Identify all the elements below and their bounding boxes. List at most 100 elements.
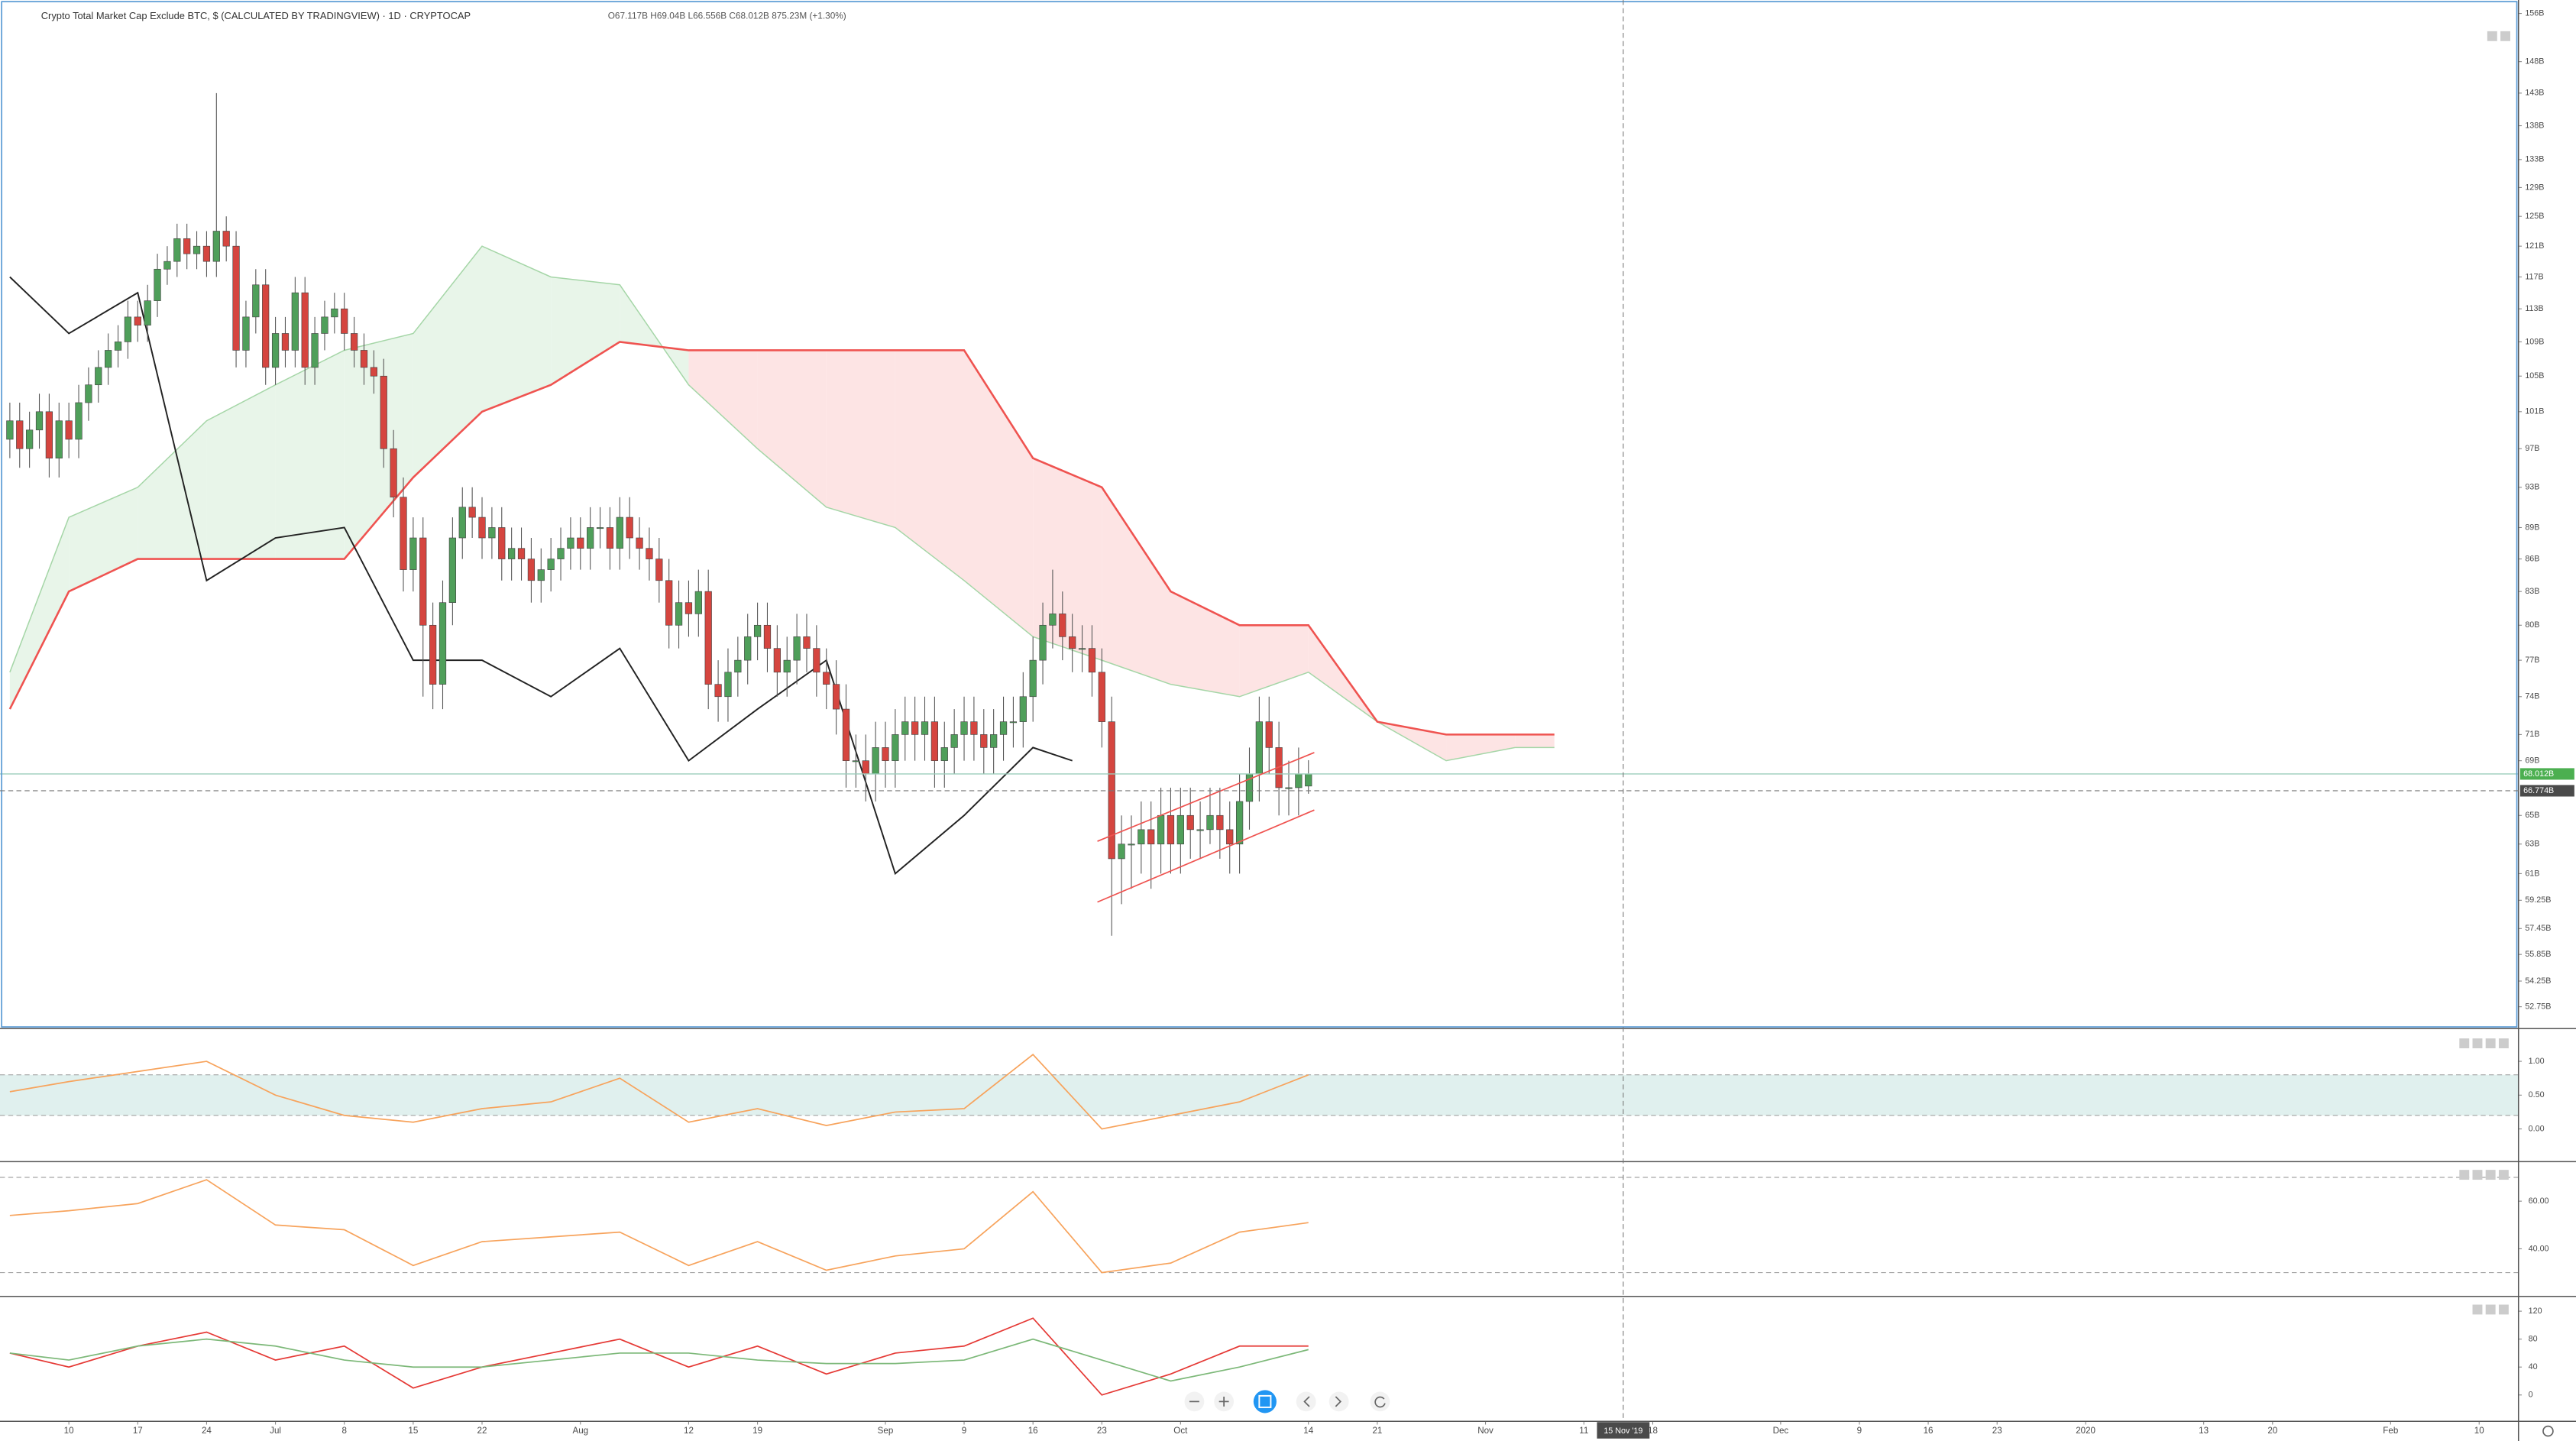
candle-body xyxy=(567,537,574,549)
pane-button[interactable] xyxy=(2472,1038,2483,1049)
pane-button[interactable] xyxy=(2459,1038,2470,1049)
candle-body xyxy=(508,548,516,559)
candle-body xyxy=(163,261,171,270)
pane-button[interactable] xyxy=(2485,1038,2496,1049)
candle-body xyxy=(1305,773,1312,787)
reset-zoom-button[interactable] xyxy=(1253,1390,1277,1413)
candle-body xyxy=(6,420,14,440)
y-tick-label: 0 xyxy=(2529,1391,2533,1400)
candle-body xyxy=(596,527,604,529)
y-tick-label: 71B xyxy=(2525,730,2539,739)
candle-body xyxy=(45,411,53,459)
candle-body xyxy=(154,268,161,301)
x-tick-label: 15 xyxy=(408,1426,418,1436)
y-tick-label: 55.85B xyxy=(2525,950,2551,959)
candle-body xyxy=(390,448,397,498)
cloud-fill xyxy=(275,350,345,559)
last-price-box xyxy=(2519,768,2574,780)
candle-body xyxy=(1098,672,1105,722)
pane-button[interactable] xyxy=(2498,1304,2509,1315)
pane-button[interactable] xyxy=(2485,1304,2496,1315)
candle-body xyxy=(1196,829,1204,831)
pane-button[interactable] xyxy=(2487,31,2497,41)
candle-body xyxy=(1049,614,1057,626)
settings-button[interactable] xyxy=(2542,1425,2554,1437)
cloud-fill xyxy=(1033,458,1102,661)
candle-body xyxy=(478,516,486,539)
candle-body xyxy=(183,238,191,254)
candle-body xyxy=(694,591,702,614)
scroll-left-button[interactable] xyxy=(1296,1391,1316,1412)
y-tick-label: 109B xyxy=(2525,337,2544,346)
y-tick-label: 59.25B xyxy=(2525,895,2551,905)
pane-button[interactable] xyxy=(2472,1170,2483,1180)
y-tick-label: 69B xyxy=(2525,756,2539,765)
indicator-line xyxy=(9,1054,1309,1130)
candle-body xyxy=(753,624,762,637)
y-tick-label: 101B xyxy=(2525,407,2544,416)
candle-body xyxy=(763,624,772,649)
cloud-fill xyxy=(9,517,70,710)
candle-body xyxy=(1118,844,1125,860)
candle-body xyxy=(537,569,545,581)
candle-body xyxy=(301,292,309,368)
candle-body xyxy=(1216,814,1224,831)
pane-button[interactable] xyxy=(2485,1170,2496,1180)
candle-body xyxy=(862,760,869,775)
x-tick-label: Nov xyxy=(1477,1426,1493,1436)
x-tick-label: Jul xyxy=(270,1426,281,1436)
candle-body xyxy=(26,429,34,449)
candle-body xyxy=(55,420,63,459)
candle-body xyxy=(626,516,633,539)
y-tick-label: 93B xyxy=(2525,483,2539,492)
cloud-fill xyxy=(757,350,827,507)
x-tick-label: 16 xyxy=(1924,1426,1934,1436)
x-tick-label: 20 xyxy=(2267,1426,2277,1436)
channel-line xyxy=(1097,752,1315,842)
y-tick-label: 1.00 xyxy=(2529,1057,2545,1066)
candle-body xyxy=(832,684,840,710)
pane-controls[interactable] xyxy=(2459,31,2510,1315)
pane-button[interactable] xyxy=(2498,1038,2509,1049)
candle-body xyxy=(193,245,201,254)
x-tick-label: 18 xyxy=(1648,1426,1658,1436)
candle-body xyxy=(1167,814,1175,845)
pane-button[interactable] xyxy=(2472,1304,2483,1315)
candle-body xyxy=(1088,648,1096,673)
candle-body xyxy=(370,367,377,377)
x-tick-label: Aug xyxy=(572,1426,588,1436)
candle-body xyxy=(724,672,732,698)
scroll-right-button[interactable] xyxy=(1328,1391,1349,1412)
y-tick-label: 52.75B xyxy=(2525,1002,2551,1011)
x-tick-label: Sep xyxy=(878,1426,894,1436)
pane-button[interactable] xyxy=(2500,31,2510,41)
y-tick-label: 54.25B xyxy=(2525,976,2551,986)
x-tick-label: Dec xyxy=(1773,1426,1789,1436)
candle-body xyxy=(960,721,968,735)
cloud-fill xyxy=(413,246,483,478)
x-tick-label: 14 xyxy=(1303,1426,1313,1436)
pane-button[interactable] xyxy=(2459,1170,2470,1180)
x-tick-label: 2020 xyxy=(2076,1426,2095,1436)
pane-focus xyxy=(1,1,2518,1028)
candle-body xyxy=(1157,814,1165,845)
x-tick-label: 24 xyxy=(202,1426,212,1436)
x-tick-label: 11 xyxy=(1579,1426,1588,1436)
zoom-in-button[interactable] xyxy=(1214,1391,1235,1412)
candle-body xyxy=(783,659,791,673)
crosshair-time-label: 15 Nov '19 xyxy=(1604,1426,1642,1436)
pane-button[interactable] xyxy=(2498,1170,2509,1180)
candle-body xyxy=(911,721,919,735)
candle-body xyxy=(439,602,447,685)
candle-body xyxy=(793,636,801,661)
zoom-out-button[interactable] xyxy=(1184,1391,1205,1412)
candle-body xyxy=(813,648,820,673)
reset-button[interactable] xyxy=(1370,1391,1390,1412)
candle-body xyxy=(773,648,781,673)
y-tick-label: 80 xyxy=(2529,1334,2538,1343)
cloud-fill xyxy=(895,350,965,581)
x-tick-label: 9 xyxy=(1857,1426,1862,1436)
last-price-label: 68.012B xyxy=(2523,769,2554,779)
